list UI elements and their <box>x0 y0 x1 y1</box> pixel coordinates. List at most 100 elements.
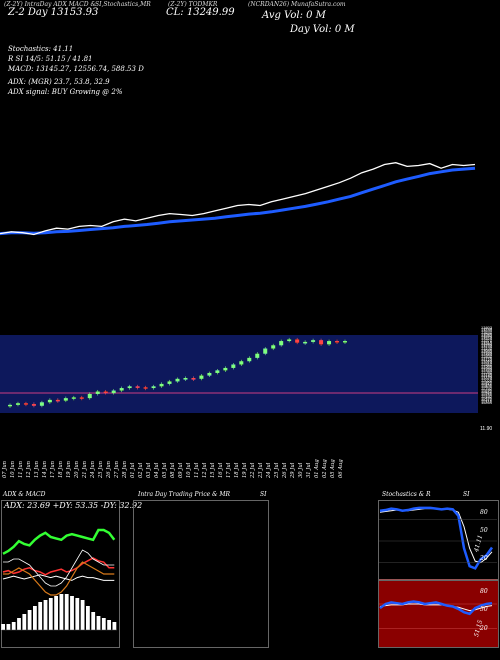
candle-body <box>79 397 84 399</box>
candle-body <box>247 357 252 362</box>
candle-body <box>311 340 316 342</box>
price-tick-label: 12560 <box>481 362 493 367</box>
date-tick-label: 18 Jun <box>58 461 64 478</box>
candle-body <box>199 375 204 379</box>
macd-histogram-bar <box>96 616 101 630</box>
price-tick-label: 13640 <box>481 330 493 335</box>
price-tick-label: 13208 <box>481 343 493 348</box>
stochastics-panel-si: SI <box>463 491 470 498</box>
candle-body <box>143 387 148 389</box>
adx-signal: ADX signal: BUY Growing @ 2% <box>8 88 123 96</box>
candle-body <box>31 404 36 406</box>
price-band-area <box>0 335 478 413</box>
price-tick-label: 11264 <box>481 400 493 405</box>
candles <box>8 337 347 408</box>
date-tick-label: 09 Jul <box>178 462 184 478</box>
price-tick-label: 12128 <box>481 375 493 380</box>
date-tick-label: 25 Jul <box>274 462 280 479</box>
price-tick-label: 12182 <box>481 373 493 378</box>
date-tick-label: 03 Jul <box>146 462 152 478</box>
candle-body <box>135 386 140 388</box>
candle-body <box>175 378 180 382</box>
candle-body <box>303 341 308 344</box>
series-line-1 <box>0 162 476 236</box>
macd-histogram-bar <box>64 594 69 630</box>
macd-histogram-bar <box>101 618 106 630</box>
date-tick-label: 06 Aug <box>338 459 344 478</box>
price-tick-label: 13262 <box>481 341 493 346</box>
date-tick-label: 17 Jul <box>226 462 232 478</box>
header-title-1: (Z-2Y) IntraDay ADX MACD & <box>4 1 96 8</box>
date-tick-label: 01 Jul <box>130 462 136 478</box>
rsi-level-80: 80 <box>480 588 488 595</box>
price-tick-label: 11696 <box>481 387 493 392</box>
adx-panel-values: ADX: 23.69 +DY: 53.35 -DY: 32.92 <box>4 501 143 510</box>
intraday-panel-title: Intra Day Trading Price & MR <box>138 491 231 498</box>
candle-body <box>111 390 116 394</box>
stochastics-panel-title: Stochastics & R <box>382 491 431 498</box>
price-tick-label: 13478 <box>481 335 493 340</box>
price-tick-label: 11804 <box>481 384 493 389</box>
price-tick-label: 13803 <box>481 325 493 330</box>
price-tick-label: 13586 <box>481 331 493 336</box>
date-tick-label: 16 Jul <box>218 462 224 478</box>
price-tick-label: 12506 <box>481 363 493 368</box>
date-tick-label: 12 Jun <box>26 461 32 478</box>
price-tick-label: 11750 <box>481 386 493 391</box>
candle-body <box>207 372 212 376</box>
candle-body <box>327 341 332 345</box>
price-tick-label: 13695 <box>481 328 493 333</box>
date-tick-label: 24 Jun <box>90 461 96 479</box>
day-range: Z-2 Day 13153.93 <box>8 7 99 18</box>
candle-body <box>231 364 236 368</box>
date-tick-label: 22 Jul <box>250 462 256 479</box>
rsi-level-50: 50 <box>480 606 488 613</box>
date-tick-label: 11 Jul <box>194 462 200 478</box>
price-tick-label: 12344 <box>481 368 493 373</box>
macd-histogram-bar <box>6 624 11 630</box>
candle-body <box>95 391 100 394</box>
candle-body <box>271 345 276 349</box>
adx-line-2 <box>2 574 115 581</box>
candle-body <box>39 402 44 406</box>
date-tick-label: 08 Jul <box>170 462 176 478</box>
adx-macd-panel <box>1 500 120 648</box>
candle-body <box>159 383 164 387</box>
macd-histogram-bar <box>22 614 27 630</box>
price-tick-label: 13424 <box>481 336 493 341</box>
stochastics-k-line <box>379 506 494 570</box>
stoch-level-50: 50 <box>480 527 488 534</box>
price-axis-labels: 1380313749136951364013586135321347813424… <box>480 325 493 432</box>
date-tick-label: 10 Jun <box>10 461 16 478</box>
candle-body <box>55 399 60 402</box>
adx-line-1 <box>2 557 115 576</box>
candle-body <box>191 378 196 380</box>
price-tick-label: 13370 <box>481 338 493 343</box>
date-axis-labels: 07 Jun 10 Jun 11 Jun 12 Jun 13 Jun 14 Jun 17 J… <box>2 459 344 479</box>
date-tick-label: 29 Jul <box>290 462 296 479</box>
candle-body <box>319 340 324 345</box>
price-tick-label: 13100 <box>481 346 493 351</box>
rsi-line <box>379 600 493 616</box>
price-tick-label: 12992 <box>481 349 493 354</box>
candle-body <box>279 341 284 346</box>
date-tick-label: 05 Jul <box>162 462 168 478</box>
date-tick-label: 26 Jul <box>282 462 288 479</box>
price-tick-label: 11966 <box>481 379 493 384</box>
price-tick-label: 12830 <box>481 354 493 359</box>
price-tick-label: 11588 <box>481 391 493 396</box>
date-tick-label: 13 Jun <box>34 461 40 478</box>
adx-panel-title: ADX & MACD <box>3 491 46 498</box>
date-tick-label: 15 Jul <box>210 462 216 478</box>
price-tick-label: 13316 <box>481 339 493 344</box>
macd-signal-line <box>3 549 115 587</box>
macd-histogram-bar <box>70 596 74 630</box>
rsi-level-20: 20 <box>480 625 488 632</box>
price-tick-label: 12938 <box>481 351 493 356</box>
candle-body <box>343 341 347 343</box>
price-tick-label: 12074 <box>481 376 493 381</box>
macd-line <box>3 561 115 596</box>
price-tick-label: 13532 <box>481 333 493 338</box>
header-title-4: (NCRDAN26) MunafaSutra.com <box>248 1 346 8</box>
